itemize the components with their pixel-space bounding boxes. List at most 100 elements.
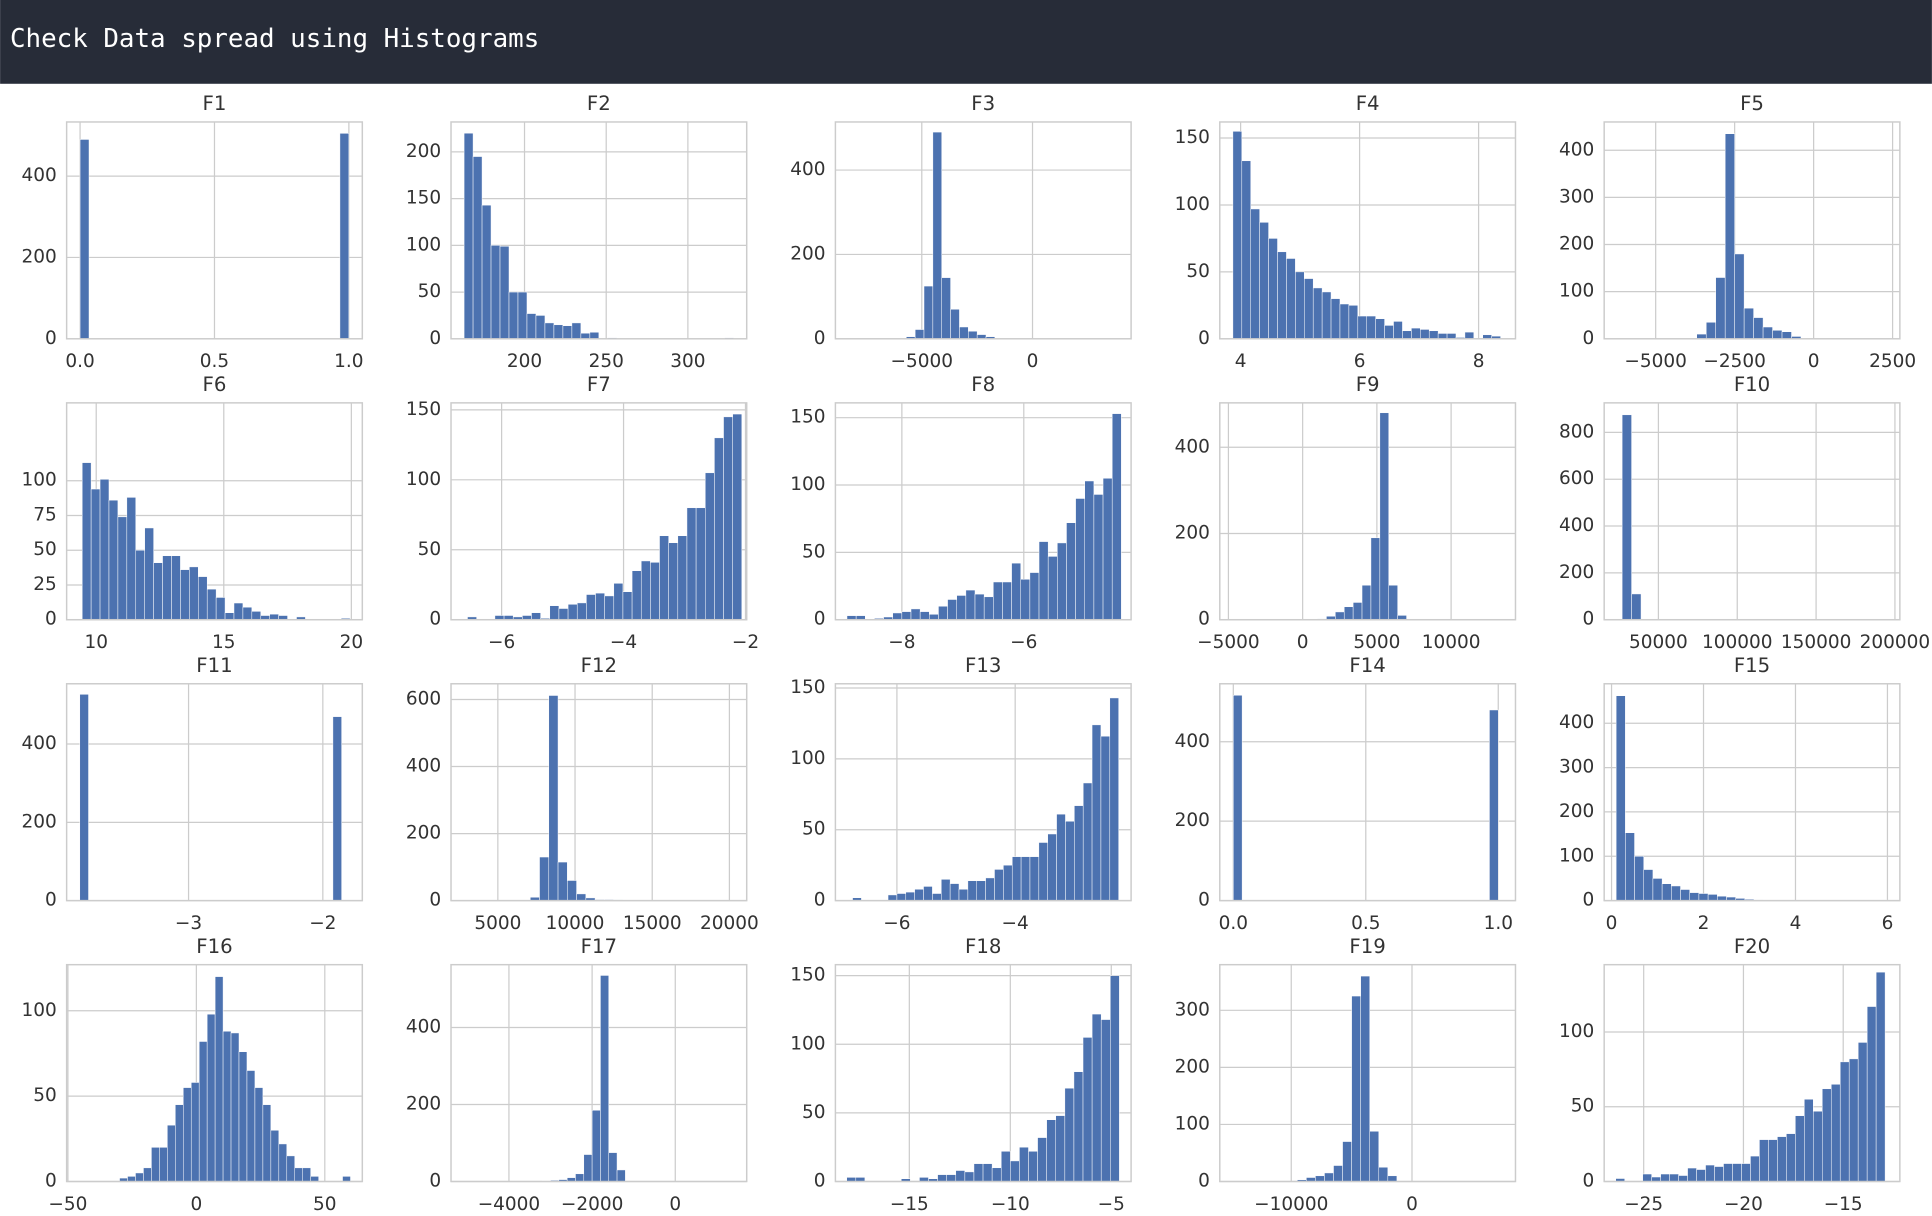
- x-tick-label: 10000: [546, 913, 605, 934]
- bar: [1074, 805, 1084, 901]
- bar: [310, 1176, 319, 1182]
- bar: [1615, 695, 1626, 901]
- bar: [1707, 894, 1718, 901]
- x-tick-label: −8: [888, 632, 915, 653]
- plot-frame: [834, 963, 1132, 1183]
- bar: [224, 612, 235, 620]
- plot-frame: [450, 963, 748, 1183]
- bar: [1020, 856, 1031, 901]
- y-tick-label: 0: [429, 1171, 441, 1192]
- bar: [937, 1174, 947, 1182]
- bar: [974, 593, 985, 620]
- bar: [553, 324, 564, 340]
- bar: [126, 497, 137, 620]
- y-tick-label: 400: [1559, 139, 1594, 160]
- bar: [1011, 856, 1022, 901]
- x-tick-label: −5: [1098, 1194, 1125, 1215]
- bar: [1339, 303, 1350, 340]
- y-tick-label: 0: [814, 890, 826, 911]
- x-tick-label: 0: [1297, 632, 1309, 653]
- bar: [1781, 331, 1792, 340]
- bar: [919, 611, 930, 620]
- bar: [151, 1147, 160, 1182]
- bar: [1375, 318, 1385, 340]
- x-tick-label: 150000: [1781, 632, 1852, 653]
- bar: [958, 889, 969, 901]
- y-tick-label: 0: [429, 609, 441, 630]
- bar: [517, 291, 528, 340]
- plot-frame: [1219, 683, 1517, 902]
- bar: [1084, 480, 1095, 620]
- y-tick-label: 50: [1186, 261, 1210, 282]
- x-tick-label: −2000: [561, 1194, 623, 1215]
- subplot-title: F13: [965, 654, 1001, 677]
- bar: [695, 507, 706, 620]
- bar: [1335, 611, 1345, 620]
- bar: [167, 1124, 176, 1182]
- bar: [1388, 584, 1398, 620]
- bar: [1743, 307, 1754, 340]
- bar: [183, 1087, 192, 1182]
- bar: [1028, 1151, 1038, 1182]
- bar: [1732, 1163, 1742, 1182]
- bar: [1813, 1110, 1823, 1182]
- bar: [714, 437, 724, 620]
- bar: [1351, 995, 1361, 1182]
- bar: [991, 1167, 1002, 1182]
- bar: [896, 893, 907, 901]
- bar: [1625, 832, 1635, 901]
- bar: [1011, 562, 1021, 620]
- bar: [1661, 883, 1672, 901]
- bar: [1866, 1006, 1877, 1182]
- bar: [1324, 1172, 1334, 1182]
- x-tick-label: 5000: [474, 913, 521, 934]
- plot-frame: [1219, 402, 1517, 621]
- bar: [723, 416, 733, 620]
- y-tick-label: 200: [1175, 1056, 1210, 1077]
- x-tick-label: 0.0: [1219, 913, 1248, 934]
- bar: [508, 291, 519, 340]
- bar: [1093, 494, 1104, 620]
- bar: [1631, 593, 1642, 620]
- y-tick-label: 200: [22, 811, 57, 832]
- bar: [1830, 1084, 1841, 1182]
- bar: [1055, 1115, 1066, 1182]
- bar: [159, 1147, 168, 1182]
- bar: [1411, 327, 1421, 340]
- bar: [905, 891, 915, 901]
- y-tick-label: 0: [45, 609, 57, 630]
- bar: [1402, 330, 1412, 340]
- subplot-title: F7: [587, 373, 611, 396]
- bar: [1384, 325, 1394, 340]
- bar: [1369, 1131, 1380, 1182]
- subplot-title: F16: [196, 935, 232, 958]
- bar: [1046, 1119, 1057, 1182]
- y-tick-label: 600: [406, 689, 441, 710]
- y-tick-label: 50: [418, 539, 442, 560]
- y-tick-label: 400: [1559, 515, 1594, 536]
- y-tick-label: 150: [1175, 127, 1210, 148]
- subplot-title: F15: [1734, 654, 1770, 677]
- bar: [1786, 1133, 1796, 1182]
- bar: [143, 1167, 152, 1182]
- bar: [1111, 413, 1122, 620]
- bar: [993, 581, 1003, 620]
- bar: [99, 479, 110, 620]
- x-tick-label: 0: [190, 1194, 202, 1215]
- subplot-title: F20: [1734, 935, 1770, 958]
- plot-frame: [65, 683, 364, 902]
- y-tick-label: 0: [814, 1171, 826, 1192]
- x-tick-label: 300: [670, 351, 705, 372]
- bar: [938, 605, 948, 620]
- bar: [531, 612, 541, 620]
- bar: [949, 883, 960, 901]
- y-tick-label: 300: [1559, 186, 1594, 207]
- y-tick-label: 50: [802, 819, 826, 840]
- bar: [1304, 278, 1314, 340]
- bar: [162, 555, 172, 620]
- x-tick-label: −2: [732, 632, 759, 653]
- bar: [1091, 1013, 1102, 1182]
- y-tick-label: 200: [1559, 801, 1594, 822]
- subplot-title: F9: [1356, 373, 1380, 396]
- bar: [640, 560, 651, 620]
